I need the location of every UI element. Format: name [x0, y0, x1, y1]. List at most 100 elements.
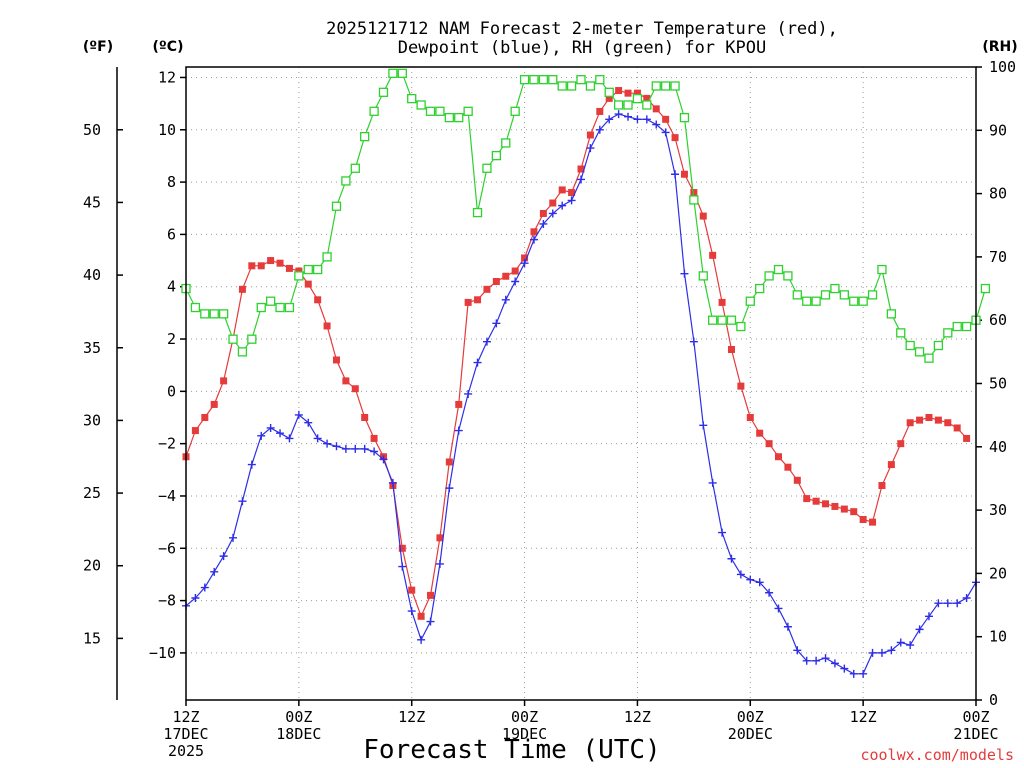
rh-point	[755, 283, 765, 294]
rh-tick-label: 50	[989, 375, 1007, 393]
celsius-tick-label: −4	[158, 487, 176, 505]
rh-point	[200, 309, 210, 319]
rh-point	[416, 100, 426, 110]
dewpoint-point	[943, 599, 952, 608]
rh-point	[679, 112, 690, 123]
dewpoint-point	[727, 554, 736, 563]
rh-point	[472, 207, 483, 218]
temperature-point	[727, 345, 735, 353]
temperature-point	[652, 105, 660, 113]
temperature-point	[934, 416, 942, 424]
dewpoint-point	[276, 429, 285, 438]
temperature-point	[756, 429, 764, 437]
x-tick-label: 17DEC	[163, 725, 208, 743]
dewpoint-point	[840, 664, 849, 673]
temperature-point	[765, 440, 773, 448]
rh-point	[218, 309, 229, 319]
x-tick-label: 18DEC	[276, 725, 321, 743]
temperature-point	[850, 508, 858, 516]
dewpoint-point	[567, 196, 576, 205]
x-tick-label: 00Z	[511, 708, 538, 726]
rh-point	[943, 328, 953, 338]
dewpoint-point	[962, 593, 971, 602]
temperature-point	[436, 534, 444, 542]
temperature-point	[793, 476, 801, 484]
dewpoint-point	[577, 175, 585, 184]
temperature-point	[474, 296, 482, 304]
celsius-tick-label: −10	[149, 644, 176, 662]
dewpoint-point	[191, 593, 200, 602]
x-tick-label: 19DEC	[502, 725, 547, 743]
temperature-point	[859, 516, 867, 524]
rh-point	[914, 347, 925, 357]
dewpoint-point	[830, 659, 839, 668]
dewpoint-point	[671, 170, 680, 179]
temperature-point	[746, 414, 754, 422]
dewpoint-point	[605, 115, 614, 124]
temperature-point	[530, 228, 538, 236]
rh-point	[190, 302, 201, 313]
dewpoint-point	[266, 423, 275, 432]
rh-point	[265, 296, 276, 306]
dewpoint-point	[210, 567, 219, 576]
rh-point	[595, 75, 605, 85]
rh-point	[877, 264, 887, 275]
dewpoint-point	[614, 110, 623, 119]
temperature-point	[549, 199, 557, 207]
rh-point	[378, 87, 389, 97]
rh-point	[303, 264, 313, 275]
temperature-point	[963, 434, 971, 442]
rh-point	[886, 309, 897, 319]
temperature-point	[624, 89, 632, 97]
dewpoint-point	[774, 604, 783, 613]
rh-point	[604, 87, 614, 97]
rh-point	[444, 112, 454, 123]
temperature-point	[408, 586, 416, 594]
temperature-point	[502, 272, 510, 280]
temperature-point	[718, 298, 726, 306]
dewpoint-point	[407, 607, 416, 616]
dewpoint-point	[388, 478, 397, 487]
x-axis-label: Forecast Time (UTC)	[363, 735, 660, 765]
temperature-series	[182, 87, 971, 620]
temperature-point	[295, 267, 303, 275]
temperature-point	[568, 189, 576, 197]
fahrenheit-tick-label: 25	[83, 484, 101, 502]
dewpoint-point	[548, 209, 557, 218]
rh-unit-label: (RH)	[982, 39, 1017, 55]
rh-point	[745, 296, 755, 306]
rh-point	[632, 94, 643, 104]
temperature-point	[671, 134, 679, 142]
temperature-point	[248, 262, 256, 270]
dewpoint-point	[482, 337, 491, 346]
x-tick-label: 12Z	[398, 708, 425, 726]
dewpoint-point	[934, 599, 943, 608]
dewpoint-point	[341, 444, 350, 453]
fahrenheit-tick-label: 45	[83, 193, 101, 211]
rh-point	[924, 353, 934, 363]
rh-point	[228, 334, 238, 344]
temperature-point	[831, 502, 839, 510]
dewpoint-point	[511, 277, 520, 286]
rh-point	[792, 290, 802, 300]
dewpoint-point	[417, 635, 426, 644]
temperature-point	[483, 285, 491, 293]
rh-point	[839, 290, 849, 300]
rh-tick-label: 70	[989, 248, 1007, 266]
dewpoint-point	[219, 552, 228, 561]
dewpoint-point	[849, 669, 858, 678]
dewpoint-point	[718, 528, 727, 537]
temperature-point	[680, 170, 688, 178]
celsius-tick-label: −8	[158, 592, 176, 610]
dewpoint-point	[323, 439, 332, 448]
temperature-point	[596, 107, 604, 115]
rh-tick-label: 60	[989, 311, 1007, 329]
temperature-point	[257, 262, 265, 270]
fahrenheit-unit-label: (ºF)	[83, 39, 113, 55]
rh-point	[858, 296, 868, 306]
temperature-point	[210, 400, 218, 408]
dewpoint-point	[812, 656, 821, 665]
rh-point	[867, 290, 878, 300]
temperature-point	[662, 115, 670, 123]
